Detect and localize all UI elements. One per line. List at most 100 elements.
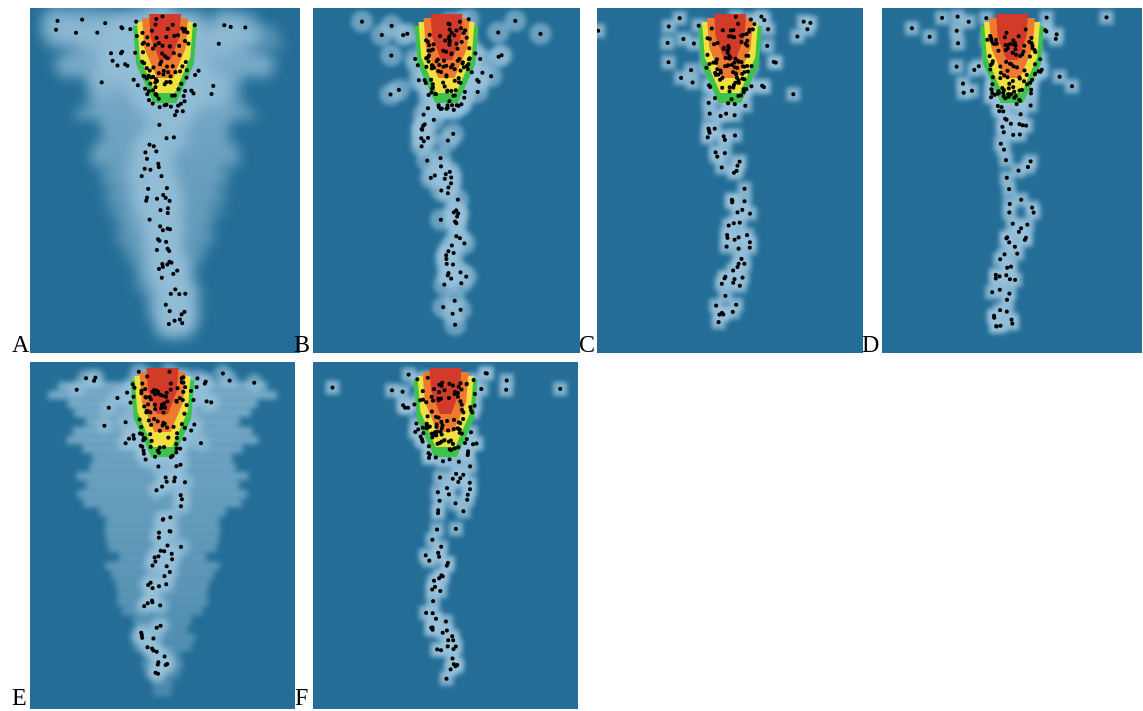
sample-point	[160, 51, 165, 56]
panel-e-label: E	[12, 685, 27, 711]
sample-point	[243, 25, 248, 30]
sample-point	[189, 428, 194, 433]
sample-point	[966, 19, 971, 24]
sample-point	[433, 430, 438, 435]
sample-point	[1005, 265, 1010, 270]
sample-point	[182, 437, 187, 442]
sample-point	[442, 176, 447, 181]
sample-point	[940, 15, 945, 20]
sample-point	[180, 398, 185, 402]
sample-point	[456, 445, 461, 450]
sample-point	[1019, 226, 1024, 231]
sample-point	[728, 28, 733, 33]
sample-point	[161, 410, 166, 415]
sample-point	[461, 472, 466, 477]
sample-point	[436, 103, 441, 108]
sample-point	[156, 161, 161, 166]
sample-point	[142, 166, 147, 171]
sample-point	[459, 26, 464, 31]
sample-point	[1033, 71, 1038, 76]
sample-point	[178, 446, 183, 451]
sample-point	[1005, 297, 1009, 302]
sample-point	[142, 404, 147, 409]
sample-point	[441, 80, 446, 85]
sample-point	[440, 380, 445, 385]
sample-point	[433, 455, 438, 460]
sample-point	[1019, 87, 1024, 92]
sample-point	[747, 27, 752, 32]
sample-point	[182, 309, 187, 314]
sample-point	[733, 56, 738, 61]
sample-point	[185, 30, 190, 35]
sample-point	[718, 68, 723, 73]
sample-point	[734, 168, 739, 173]
sample-point	[153, 80, 158, 85]
sample-point	[995, 91, 1000, 96]
sample-point	[998, 308, 1003, 313]
sample-point	[183, 60, 188, 64]
sample-point	[162, 401, 167, 406]
sample-point	[451, 647, 456, 652]
panel-c-density-map	[597, 9, 818, 330]
sample-point	[704, 65, 709, 70]
sample-point	[454, 221, 459, 226]
sample-point	[177, 317, 182, 322]
sample-point	[170, 557, 175, 562]
sample-point	[415, 63, 420, 68]
sample-point	[681, 37, 686, 41]
sample-point	[1104, 15, 1109, 20]
sample-point	[707, 128, 711, 133]
sample-point	[435, 647, 440, 652]
sample-point	[184, 75, 189, 80]
sample-point	[154, 35, 159, 40]
sample-point	[736, 261, 741, 266]
sample-point	[145, 42, 150, 47]
sample-point	[439, 164, 443, 169]
sample-point	[154, 149, 159, 154]
sample-point	[750, 27, 755, 32]
sample-point	[451, 427, 456, 432]
sample-point	[103, 21, 108, 26]
sample-point	[92, 378, 96, 383]
sample-point	[150, 598, 154, 603]
sample-point	[748, 17, 753, 22]
sample-point	[721, 46, 726, 50]
sample-point	[144, 76, 149, 81]
sample-point	[458, 381, 463, 386]
sample-point	[159, 275, 164, 280]
sample-point	[150, 646, 155, 651]
sample-point	[722, 276, 727, 281]
sample-point	[453, 526, 458, 531]
sample-point	[1012, 95, 1017, 100]
sample-point	[722, 151, 727, 156]
sample-point	[144, 409, 149, 413]
sample-point	[434, 424, 439, 429]
sample-point	[465, 67, 470, 72]
sample-point	[460, 61, 465, 66]
sample-point	[127, 436, 131, 441]
sample-point	[433, 92, 438, 96]
sample-point	[472, 392, 477, 396]
sample-point	[445, 644, 450, 649]
sample-point	[173, 113, 177, 118]
sample-point	[1022, 43, 1027, 48]
sample-point	[446, 21, 451, 26]
sample-point	[739, 60, 744, 65]
sample-point	[182, 425, 187, 430]
sample-point	[1007, 210, 1012, 215]
sample-point	[1002, 252, 1007, 257]
sample-point	[1053, 36, 1058, 41]
sample-point	[1036, 69, 1041, 74]
sample-point	[731, 85, 736, 90]
sample-point	[174, 398, 179, 403]
sample-point	[955, 14, 960, 19]
sample-point	[447, 34, 452, 39]
sample-point	[183, 291, 188, 296]
sample-point	[175, 268, 180, 273]
sample-point	[1070, 84, 1074, 89]
sample-point	[455, 197, 460, 202]
panel-e: E	[0, 356, 296, 711]
sample-point	[420, 439, 425, 444]
sample-point	[1017, 122, 1022, 127]
sample-point	[93, 375, 98, 380]
